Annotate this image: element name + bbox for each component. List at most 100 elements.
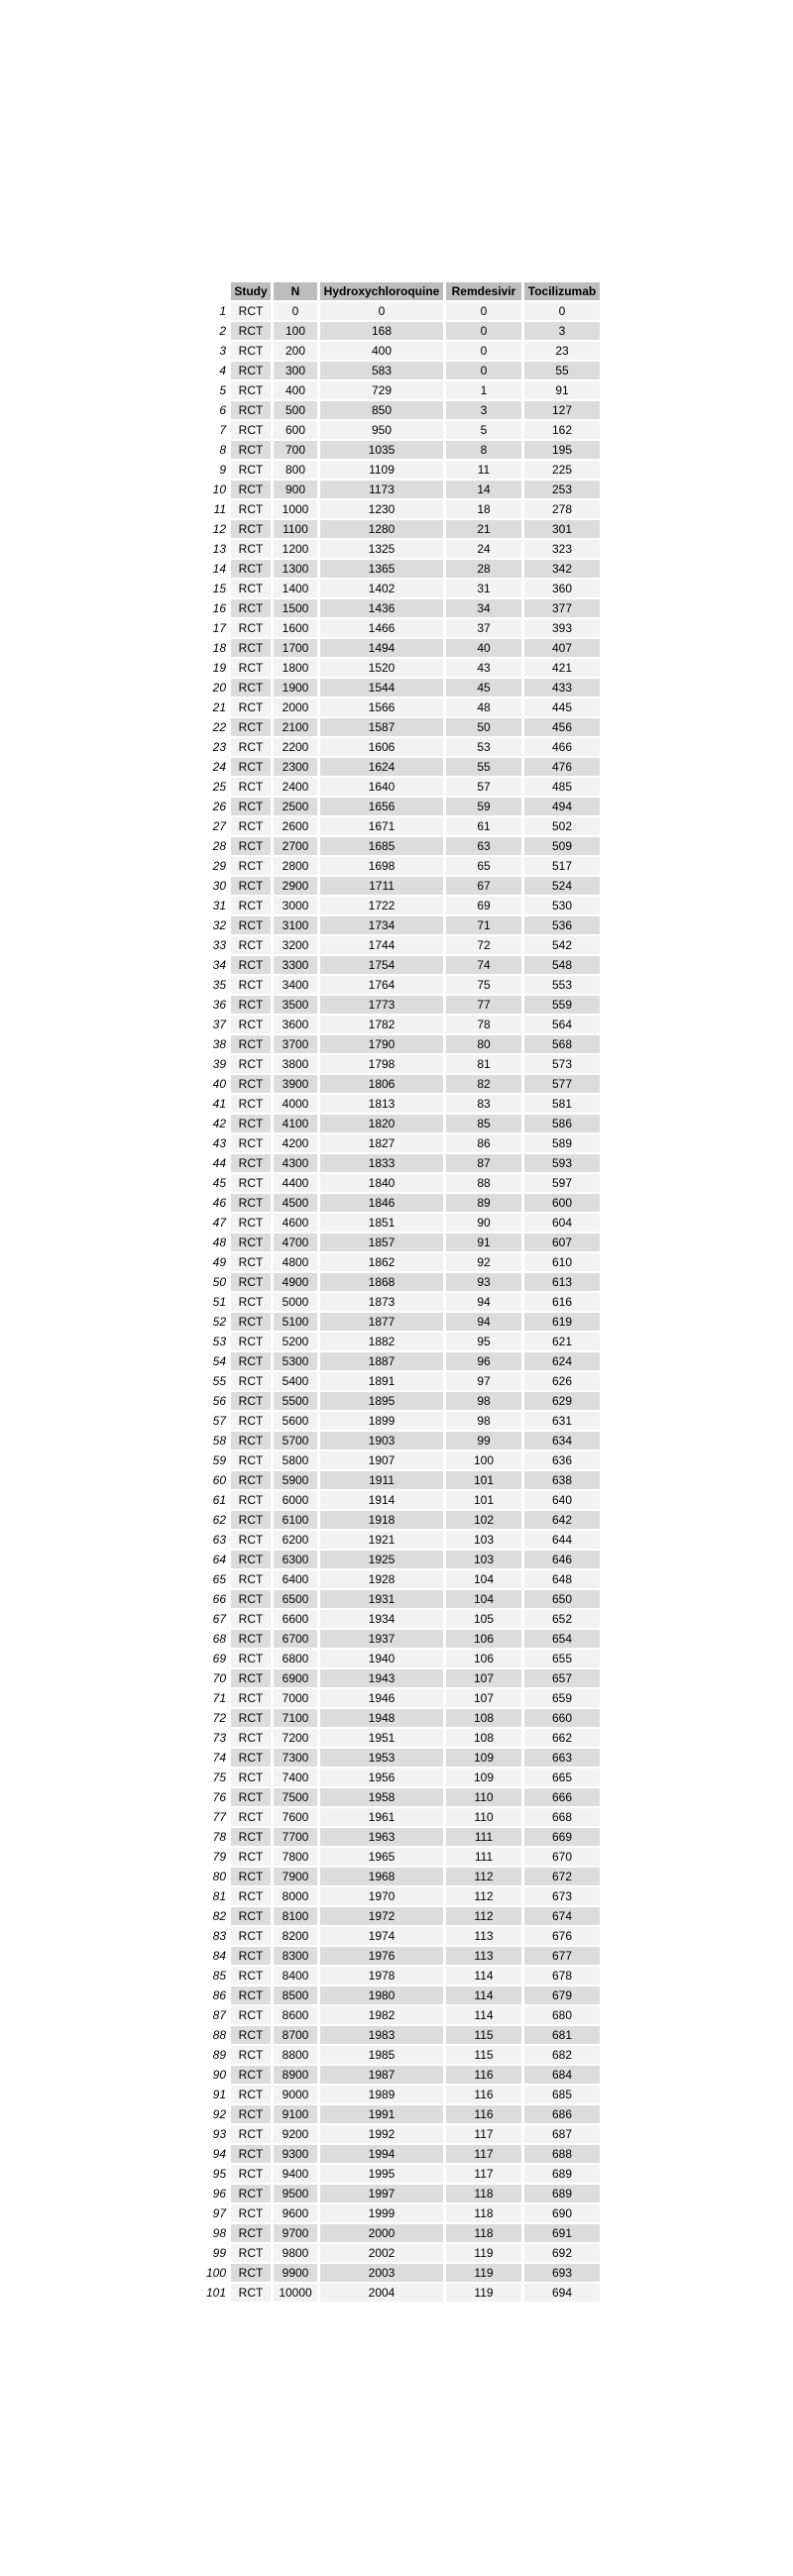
tocilizumab-cell: 677 [524,1947,600,1965]
n-cell: 9900 [274,2264,317,2282]
remdesivir-cell: 117 [446,2165,521,2183]
study-cell: RCT [231,619,271,637]
hydroxychloroquine-cell: 1851 [320,1214,443,1232]
study-cell: RCT [231,461,271,479]
table-row: 91 RCT 9000 1989 116 685 [201,2086,600,2103]
remdesivir-cell: 1 [446,381,521,399]
tocilizumab-cell: 642 [524,1511,600,1529]
table-row: 45 RCT 4400 1840 88 597 [201,1174,600,1192]
row-index: 83 [212,1929,226,1943]
n-cell: 8600 [274,2006,317,2024]
row-index: 29 [212,859,226,873]
row-index: 68 [212,1632,226,1646]
hydroxychloroquine-cell: 1827 [320,1134,443,1152]
row-index: 28 [212,839,226,853]
n-cell: 8200 [274,1927,317,1945]
remdesivir-cell: 100 [446,1451,521,1469]
remdesivir-cell: 111 [446,1848,521,1866]
n-cell: 400 [274,381,317,399]
tocilizumab-cell: 631 [524,1412,600,1430]
tocilizumab-cell: 694 [524,2284,600,2302]
remdesivir-cell: 43 [446,659,521,677]
table-row: 94 RCT 9300 1994 117 688 [201,2145,600,2163]
hydroxychloroquine-cell: 1436 [320,599,443,617]
study-cell: RCT [231,1154,271,1172]
table-row: 41 RCT 4000 1813 83 581 [201,1095,600,1113]
table-row: 50 RCT 4900 1868 93 613 [201,1273,600,1291]
hydroxychloroquine-cell: 1963 [320,1828,443,1846]
study-cell: RCT [231,2185,271,2202]
table-row: 52 RCT 5100 1877 94 619 [201,1313,600,1331]
tocilizumab-cell: 456 [524,718,600,736]
n-cell: 3700 [274,1035,317,1053]
n-cell: 8500 [274,1986,317,2004]
hydroxychloroquine-cell: 1722 [320,897,443,914]
table-row: 31 RCT 3000 1722 69 530 [201,897,600,914]
column-header-tocilizumab: Tocilizumab [524,282,600,300]
study-cell: RCT [231,2086,271,2103]
hydroxychloroquine-cell: 1921 [320,1531,443,1549]
table-row: 53 RCT 5200 1882 95 621 [201,1333,600,1350]
n-cell: 6900 [274,1669,317,1687]
study-cell: RCT [231,2145,271,2163]
n-cell: 6300 [274,1551,317,1568]
tocilizumab-cell: 684 [524,2066,600,2084]
hydroxychloroquine-cell: 1230 [320,500,443,518]
row-index: 55 [212,1374,226,1388]
study-cell: RCT [231,659,271,677]
study-cell: RCT [231,1174,271,1192]
table-row: 55 RCT 5400 1891 97 626 [201,1372,600,1390]
tocilizumab-cell: 663 [524,1749,600,1767]
study-cell: RCT [231,2105,271,2123]
n-cell: 2000 [274,698,317,716]
remdesivir-cell: 78 [446,1016,521,1033]
table-row: 58 RCT 5700 1903 99 634 [201,1432,600,1449]
n-cell: 7600 [274,1808,317,1826]
tocilizumab-cell: 654 [524,1630,600,1648]
hydroxychloroquine-cell: 1587 [320,718,443,736]
tocilizumab-cell: 509 [524,837,600,855]
remdesivir-cell: 77 [446,996,521,1014]
study-cell: RCT [231,2006,271,2024]
tocilizumab-cell: 301 [524,520,600,538]
remdesivir-cell: 116 [446,2086,521,2103]
table-row: 65 RCT 6400 1928 104 648 [201,1570,600,1588]
table-row: 93 RCT 9200 1992 117 687 [201,2125,600,2143]
hydroxychloroquine-cell: 1987 [320,2066,443,2084]
tocilizumab-cell: 548 [524,956,600,974]
hydroxychloroquine-cell: 1820 [320,1115,443,1132]
remdesivir-cell: 101 [446,1491,521,1509]
table-row: 35 RCT 3400 1764 75 553 [201,976,600,994]
n-cell: 800 [274,461,317,479]
remdesivir-cell: 63 [446,837,521,855]
table-row: 20 RCT 1900 1544 45 433 [201,679,600,697]
column-header-hydroxychloroquine: Hydroxychloroquine [320,282,443,300]
row-index: 101 [205,2286,226,2300]
n-cell: 7500 [274,1788,317,1806]
n-cell: 7800 [274,1848,317,1866]
hydroxychloroquine-cell: 1992 [320,2125,443,2143]
row-index: 18 [212,641,226,655]
n-cell: 6800 [274,1650,317,1667]
remdesivir-cell: 83 [446,1095,521,1113]
study-cell: RCT [231,2046,271,2064]
row-index: 74 [212,1751,226,1765]
n-cell: 2100 [274,718,317,736]
table-row: 46 RCT 4500 1846 89 600 [201,1194,600,1212]
tocilizumab-cell: 646 [524,1551,600,1568]
study-cell: RCT [231,1531,271,1549]
n-cell: 2400 [274,778,317,796]
study-cell: RCT [231,1650,271,1667]
tocilizumab-cell: 689 [524,2185,600,2202]
table-row: 71 RCT 7000 1946 107 659 [201,1689,600,1707]
remdesivir-cell: 117 [446,2125,521,2143]
row-index: 31 [212,899,226,912]
study-cell: RCT [231,1313,271,1331]
tocilizumab-cell: 195 [524,441,600,459]
remdesivir-cell: 118 [446,2224,521,2242]
hydroxychloroquine-cell: 1877 [320,1313,443,1331]
row-index: 1 [219,304,226,318]
tocilizumab-cell: 668 [524,1808,600,1826]
row-index: 91 [212,2088,226,2101]
n-cell: 5200 [274,1333,317,1350]
